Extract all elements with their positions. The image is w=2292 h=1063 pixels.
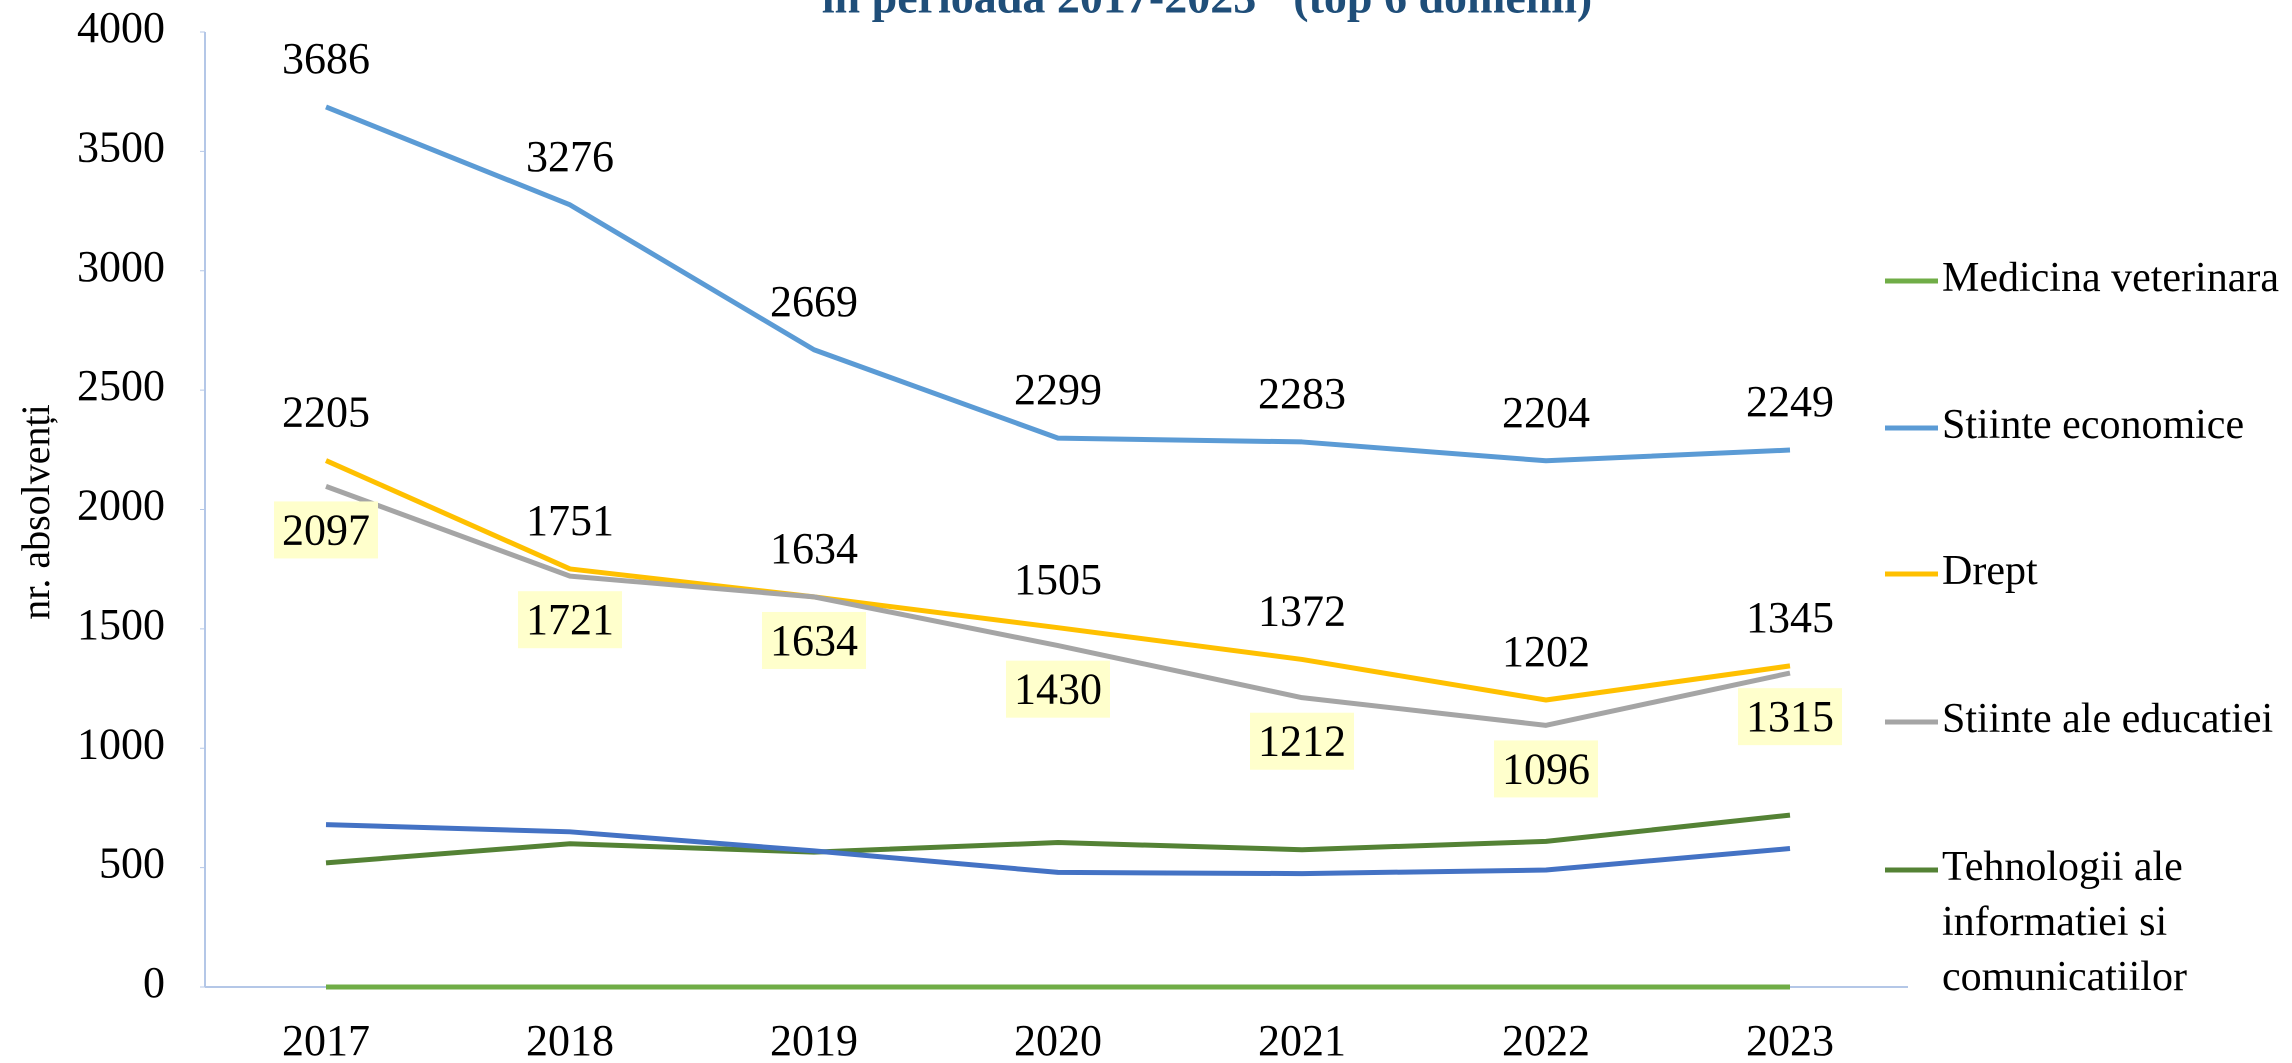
x-tick-label: 2019: [770, 1016, 858, 1063]
series-line: [324, 458, 1791, 703]
x-tick-label: 2017: [282, 1016, 370, 1063]
y-tick-label: 500: [99, 839, 165, 888]
data-label-box: [1738, 688, 1842, 746]
y-tick-label: 1000: [77, 719, 165, 768]
data-label: 2205: [282, 388, 370, 437]
chart-title: in perioada 2017-2023" (top 6 domenii): [822, 0, 1593, 23]
data-label-box: [762, 611, 866, 669]
series-line: [325, 104, 1791, 464]
x-tick-label: 2022: [1502, 1016, 1590, 1063]
x-tick-label: 2018: [526, 1016, 614, 1063]
data-label: 1634: [770, 616, 858, 665]
x-tick-label: 2023: [1746, 1016, 1834, 1063]
data-label: 1634: [770, 524, 858, 573]
y-tick-label: 1500: [77, 600, 165, 649]
data-label: 2249: [1746, 377, 1834, 426]
data-label: 1096: [1502, 744, 1590, 793]
y-tick-label: 0: [143, 958, 165, 1007]
data-label: 3686: [282, 34, 370, 83]
data-label: 1345: [1746, 593, 1834, 642]
data-label: 1721: [526, 595, 614, 644]
y-tick-label: 3500: [77, 122, 165, 171]
y-tick-label: 2000: [77, 481, 165, 530]
x-tick-label: 2020: [1014, 1016, 1102, 1063]
data-label: 3276: [526, 132, 614, 181]
y-tick-label: 3000: [77, 242, 165, 291]
data-label: 1751: [526, 496, 614, 545]
series-line: [325, 822, 1791, 877]
data-label: 1315: [1746, 692, 1834, 741]
data-label: 1202: [1502, 627, 1590, 676]
y-tick-label: 4000: [77, 3, 165, 52]
data-label: 1212: [1258, 717, 1346, 766]
legend-label: Tehnologii ale informatiei si comunicatiil…: [1942, 844, 2187, 1000]
data-label: 1430: [1014, 665, 1102, 714]
legend-label: Drept: [1942, 548, 2038, 594]
data-label-box: [518, 591, 622, 649]
x-tick-label: 2021: [1258, 1016, 1346, 1063]
y-axis-label: nr. absolvenți: [13, 404, 58, 620]
series-line: [325, 483, 1791, 728]
data-label: 2299: [1014, 365, 1102, 414]
data-label-box: [1494, 740, 1598, 798]
legend-label: Medicina veterinara: [1942, 255, 2279, 301]
legend-label: Stiinte ale educatiei: [1942, 696, 2273, 742]
data-label: 1505: [1014, 555, 1102, 604]
y-tick-label: 2500: [77, 361, 165, 410]
data-label: 1372: [1258, 587, 1346, 636]
series-line: [325, 812, 1791, 866]
data-label: 2097: [282, 505, 370, 554]
data-label-box: [1250, 712, 1354, 770]
data-label-box: [1006, 660, 1110, 718]
data-label-box: [274, 501, 378, 559]
legend-label: Stiinte economice: [1942, 402, 2244, 448]
data-label: 2204: [1502, 388, 1590, 437]
data-label: 2283: [1258, 369, 1346, 418]
data-label: 2669: [770, 277, 858, 326]
